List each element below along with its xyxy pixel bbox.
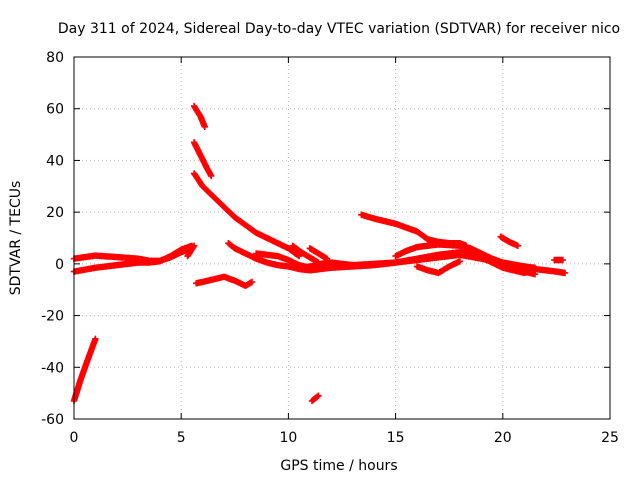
series-arc-s xyxy=(521,263,569,277)
y-tick-label: -40 xyxy=(41,360,64,376)
series-arc-k xyxy=(306,245,331,262)
y-axis-label: SDTVAR / TECUs xyxy=(8,181,24,296)
x-tick-label: 15 xyxy=(387,430,405,446)
data-point xyxy=(561,269,569,277)
data-point xyxy=(315,392,322,399)
series-arc-j xyxy=(289,242,322,266)
x-axis-label: GPS time / hours xyxy=(280,458,397,474)
y-tick-label: 60 xyxy=(46,102,64,118)
data-point xyxy=(208,172,215,180)
data-point xyxy=(201,123,208,130)
data-point xyxy=(323,255,331,262)
data-point xyxy=(190,242,198,249)
chart-title: Day 311 of 2024, Sidereal Day-to-day VTE… xyxy=(58,21,620,37)
series-arc-g xyxy=(193,273,256,289)
x-tick-label: 0 xyxy=(70,430,79,446)
y-tick-label: 80 xyxy=(46,50,64,66)
series-arc-f xyxy=(190,170,303,260)
data-point xyxy=(295,252,303,260)
series-arc-d xyxy=(190,102,208,130)
y-tick-label: 0 xyxy=(55,257,64,273)
x-tick-label: 25 xyxy=(601,430,619,446)
data-point xyxy=(514,242,521,249)
data-point xyxy=(559,256,566,264)
series-arc-c xyxy=(70,335,99,405)
data-points xyxy=(70,102,569,405)
grid-lines xyxy=(74,57,610,419)
data-point xyxy=(456,258,464,265)
series-arc-t xyxy=(551,256,566,264)
plot-frame xyxy=(73,56,611,420)
x-tick-label: 20 xyxy=(494,430,512,446)
series-arc-r xyxy=(497,233,521,249)
series-arc-v xyxy=(184,242,198,260)
series-arc-o xyxy=(392,241,539,271)
y-tick-label: -20 xyxy=(41,309,64,325)
y-tick-label: 40 xyxy=(46,153,64,169)
axis-ticks: 0 5 10 15 20 25 -60 -40 -20 0 20 40 60 80 xyxy=(41,50,619,446)
series-arc-e xyxy=(190,139,215,180)
x-tick-label: 10 xyxy=(279,430,297,446)
data-point xyxy=(92,335,99,342)
data-point xyxy=(314,393,321,400)
series-arc-u xyxy=(308,392,322,405)
y-tick-label: -60 xyxy=(41,412,64,428)
y-tick-label: 20 xyxy=(46,205,64,221)
data-point xyxy=(248,278,256,286)
series-arc-q xyxy=(446,250,539,277)
series-arc-p xyxy=(413,258,464,277)
x-tick-label: 5 xyxy=(177,430,186,446)
